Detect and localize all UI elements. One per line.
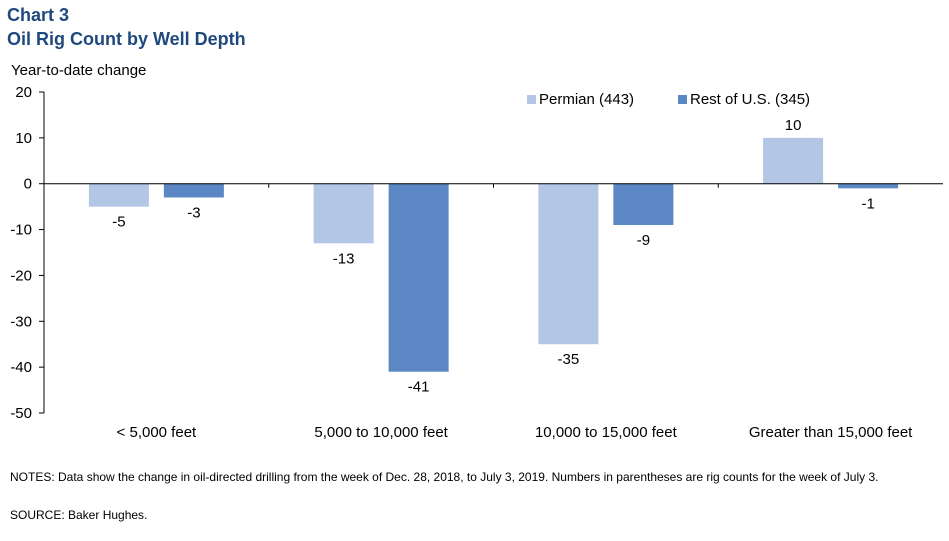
legend-label: Permian (443) [539, 91, 634, 108]
x-tick-label: 5,000 to 10,000 feet [314, 424, 448, 441]
x-tick-label: 10,000 to 15,000 feet [535, 424, 678, 441]
bar [838, 183, 899, 189]
data-label: -3 [187, 204, 200, 221]
data-label: -41 [408, 379, 430, 396]
y-tick-label: 20 [15, 84, 32, 101]
legend-label: Rest of U.S. (345) [690, 91, 810, 108]
data-label: 10 [785, 117, 802, 134]
bar [763, 137, 824, 184]
x-tick-label: < 5,000 feet [117, 424, 197, 441]
bar [88, 183, 149, 207]
y-tick-label: 0 [24, 176, 32, 193]
data-label: -35 [558, 351, 580, 368]
chart-title: Oil Rig Count by Well Depth [7, 29, 246, 49]
bar [613, 183, 674, 225]
bar [163, 183, 224, 198]
y-tick-label: -20 [10, 267, 32, 284]
bar [388, 183, 449, 372]
data-label: -9 [637, 232, 650, 249]
x-tick-label: Greater than 15,000 feet [749, 424, 913, 441]
y-tick-label: -10 [10, 222, 32, 239]
notes-text: NOTES: Data show the change in oil-direc… [10, 470, 879, 484]
bar [313, 183, 374, 244]
source-text: SOURCE: Baker Hughes. [10, 508, 148, 522]
y-tick-label: -40 [10, 359, 32, 376]
y-tick-label: 10 [15, 130, 32, 147]
y-tick-label: -30 [10, 313, 32, 330]
data-label: -5 [112, 214, 125, 231]
legend-swatch [527, 95, 536, 104]
data-label: -13 [333, 250, 355, 267]
bar [538, 183, 599, 345]
y-axis-label: Year-to-date change [11, 62, 147, 79]
data-label: -1 [861, 195, 874, 212]
bar-chart: 20 10 0 -10 -20 -30 -40 -50 -5 -3 < 5,000 feet -13 -… [10, 84, 943, 441]
legend-swatch [678, 95, 687, 104]
y-tick-label: -50 [10, 405, 32, 422]
chart-number: Chart 3 [7, 5, 70, 25]
